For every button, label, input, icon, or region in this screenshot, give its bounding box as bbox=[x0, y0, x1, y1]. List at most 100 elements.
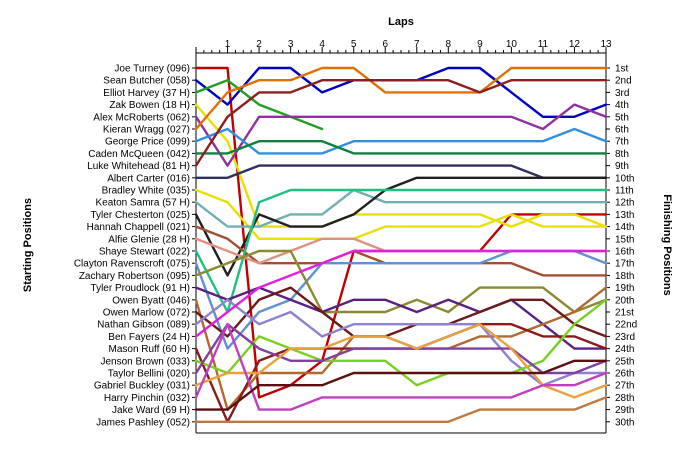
finishing-position-label: 3rd bbox=[615, 88, 629, 99]
finishing-position-label: 21st bbox=[615, 308, 634, 319]
series-lines bbox=[194, 66, 608, 423]
starting-position-label: Joe Turney (096) bbox=[114, 64, 190, 75]
lap-tick-label: 1 bbox=[225, 39, 231, 50]
finishing-position-label: 6th bbox=[615, 125, 629, 136]
starting-position-label: Mason Ruff (60 H) bbox=[108, 344, 190, 355]
finishing-position-label: 15th bbox=[615, 234, 634, 245]
series-line-28 bbox=[194, 323, 608, 411]
lap-tick-label: 11 bbox=[538, 39, 549, 50]
starting-position-label: Owen Byatt (046) bbox=[112, 295, 190, 306]
finishing-position-label: 5th bbox=[615, 112, 629, 123]
starting-position-label: Zachary Robertson (095) bbox=[79, 271, 190, 282]
series-line-11 bbox=[194, 188, 608, 241]
finishing-position-label: 1st bbox=[615, 64, 629, 75]
starting-position-label: Elliot Harvey (37 H) bbox=[103, 88, 190, 99]
starting-position-label: Jake Ward (69 H) bbox=[112, 405, 190, 416]
lap-tick-label: 10 bbox=[506, 39, 518, 50]
series-line-7 bbox=[194, 127, 608, 155]
finishing-position-label: 25th bbox=[615, 356, 634, 367]
finishing-position-label: 26th bbox=[615, 369, 634, 380]
series-line-30 bbox=[194, 396, 608, 423]
series-line-10 bbox=[194, 164, 608, 180]
finishing-position-label: 18th bbox=[615, 271, 634, 282]
finishing-position-label: 22nd bbox=[615, 320, 637, 331]
finishing-position-label: 30th bbox=[615, 417, 634, 428]
starting-position-label: George Price (099) bbox=[105, 137, 190, 148]
finishing-position-label: 9th bbox=[615, 161, 629, 172]
chart-title: Laps bbox=[388, 16, 414, 28]
finishing-position-label: 17th bbox=[615, 259, 634, 270]
starting-position-label: Keaton Samra (57 H) bbox=[96, 198, 191, 209]
starting-position-label: Albert Carter (016) bbox=[107, 173, 190, 184]
series-line-23 bbox=[194, 249, 608, 338]
series-line-26 bbox=[194, 323, 608, 375]
lap-tick-label: 6 bbox=[382, 39, 388, 50]
starting-position-label: Jenson Brown (033) bbox=[101, 356, 191, 367]
series-line-3 bbox=[194, 78, 324, 131]
series-line-13 bbox=[194, 176, 608, 277]
lap-tick-label: 5 bbox=[351, 39, 357, 50]
finishing-position-label: 28th bbox=[615, 393, 634, 404]
series-line-19 bbox=[194, 286, 608, 350]
series-line-16 bbox=[194, 188, 608, 314]
finishing-position-label: 19th bbox=[615, 283, 634, 294]
finishing-position-label: 20th bbox=[615, 295, 634, 306]
finishing-position-label: 23rd bbox=[615, 332, 635, 343]
series-line-22 bbox=[194, 298, 608, 387]
lap-tick-label: 12 bbox=[569, 39, 581, 50]
lap-tick-label: 9 bbox=[477, 39, 483, 50]
starting-position-label: Nathan Gibson (089) bbox=[97, 320, 190, 331]
finishing-position-label: 11th bbox=[615, 186, 634, 197]
series-line-8 bbox=[194, 139, 608, 155]
starting-position-label: Taylor Bellini (020) bbox=[108, 369, 190, 380]
starting-position-label: Hannah Chappell (021) bbox=[87, 222, 190, 233]
starting-position-label: Zak Bowen (18 H) bbox=[109, 100, 190, 111]
starting-position-label: Alex McRoberts (062) bbox=[93, 112, 190, 123]
starting-position-label: Caden McQueen (042) bbox=[88, 149, 190, 160]
starting-position-label: Clayton Ravenscroft (075) bbox=[74, 259, 190, 270]
lap-tick-label: 7 bbox=[414, 39, 420, 50]
series-line-6 bbox=[194, 66, 608, 131]
starting-position-label: Bradley White (035) bbox=[102, 186, 190, 197]
starting-position-label: Alfie Glenie (28 H) bbox=[108, 234, 190, 245]
starting-position-label: Kieran Wragg (027) bbox=[103, 125, 190, 136]
finishing-position-label: 12th bbox=[615, 198, 634, 209]
finishing-position-label: 16th bbox=[615, 247, 634, 258]
finishing-position-label: 14th bbox=[615, 222, 634, 233]
finishing-position-label: 8th bbox=[615, 149, 629, 160]
finishing-position-label: 24th bbox=[615, 344, 634, 355]
y-axis-label-right: Finishing Positions bbox=[661, 194, 673, 295]
series-line-5 bbox=[194, 103, 608, 167]
starting-position-label: Harry Pinchin (032) bbox=[104, 393, 190, 404]
starting-position-label: Shaye Stewart (022) bbox=[99, 247, 190, 258]
plot-frame bbox=[192, 47, 610, 434]
starting-position-label: Tyler Proudlock (91 H) bbox=[91, 283, 190, 294]
lap-tick-label: 2 bbox=[256, 39, 262, 50]
series-line-9 bbox=[194, 78, 608, 167]
lap-tick-label: 8 bbox=[446, 39, 452, 50]
lap-tick-label: 13 bbox=[600, 39, 612, 50]
finishing-position-label: 2nd bbox=[615, 76, 632, 87]
finishing-position-label: 27th bbox=[615, 381, 634, 392]
starting-position-label: Tyler Chesterton (025) bbox=[91, 210, 191, 221]
starting-position-label: Sean Butcher (058) bbox=[103, 76, 190, 87]
finishing-position-label: 4th bbox=[615, 100, 629, 111]
lap-tick-label: 4 bbox=[319, 39, 325, 50]
lap-tick-label: 3 bbox=[288, 39, 294, 50]
starting-position-label: James Pashley (052) bbox=[96, 417, 190, 428]
starting-position-label: Ben Fayers (24 H) bbox=[108, 332, 190, 343]
finishing-position-label: 10th bbox=[615, 173, 634, 184]
starting-position-label: Owen Marlow (072) bbox=[103, 308, 190, 319]
series-line-29 bbox=[194, 359, 608, 411]
series-line-12 bbox=[194, 188, 608, 228]
series-line-21 bbox=[194, 286, 608, 338]
finishing-position-label: 13th bbox=[615, 210, 634, 221]
finishing-position-label: 29th bbox=[615, 405, 634, 416]
finishing-position-label: 7th bbox=[615, 137, 629, 148]
series-line-4 bbox=[194, 103, 608, 228]
starting-position-label: Gabriel Buckley (031) bbox=[94, 381, 190, 392]
y-axis-label-left: Starting Positions bbox=[22, 198, 34, 292]
